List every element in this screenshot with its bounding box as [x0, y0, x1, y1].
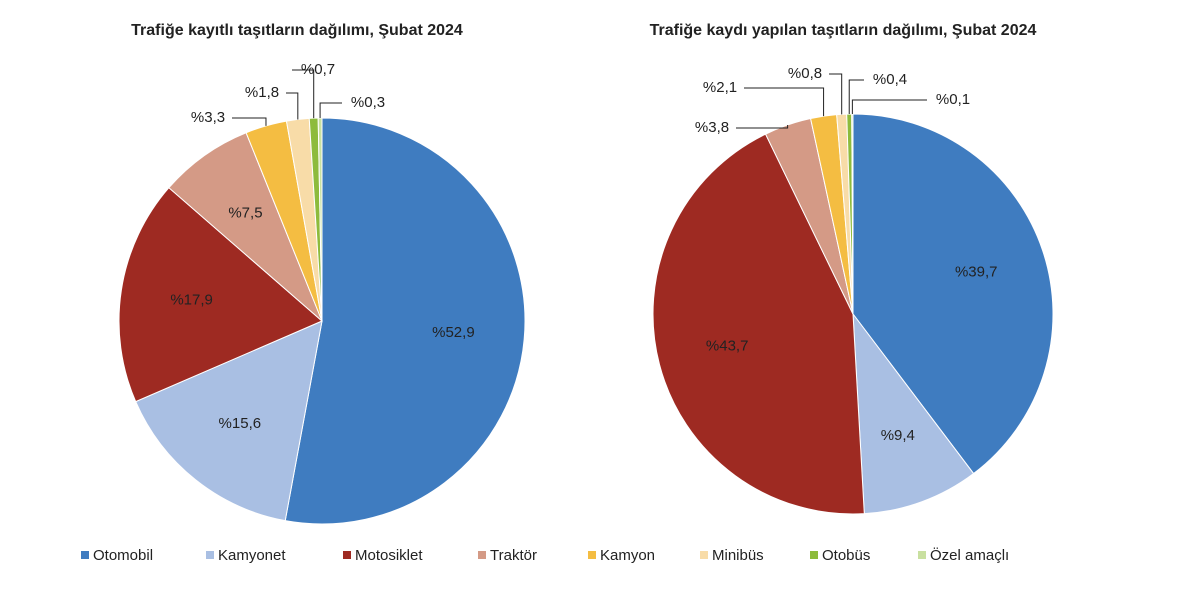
data-label: %9,4	[881, 427, 915, 444]
legend-swatch	[810, 551, 818, 559]
data-label: %52,9	[432, 324, 475, 341]
pie-slice	[118, 187, 323, 403]
pie-slice	[851, 113, 854, 315]
legend-swatch	[478, 551, 486, 559]
legend-label: Traktör	[490, 547, 537, 564]
chart-title: Trafiğe kaydı yapılan taşıtların dağılım…	[650, 22, 1037, 39]
legend-swatch	[918, 551, 926, 559]
legend-swatch	[206, 551, 214, 559]
leader-line	[744, 87, 825, 117]
pie-slice	[284, 117, 526, 525]
data-label: %3,8	[695, 119, 729, 136]
leader-line	[848, 79, 864, 115]
legend-swatch	[343, 551, 351, 559]
leader-line	[292, 69, 315, 119]
legend-label: Otomobil	[93, 547, 153, 564]
leader-line	[736, 124, 789, 129]
data-label: %39,7	[955, 264, 998, 281]
data-label: %3,3	[191, 109, 225, 126]
data-label: %0,1	[936, 91, 970, 108]
pie-slice	[852, 312, 975, 515]
pie-slice	[168, 132, 323, 322]
data-label: %0,8	[788, 65, 822, 82]
data-label: %0,7	[301, 61, 335, 78]
leader-line	[829, 73, 843, 115]
pie-slice	[852, 113, 1054, 475]
data-label: %17,9	[170, 292, 213, 309]
legend-label: Kamyon	[600, 547, 655, 564]
legend-swatch	[700, 551, 708, 559]
data-label: %43,7	[706, 338, 749, 355]
leader-line	[232, 117, 267, 126]
data-label: %0,4	[873, 71, 907, 88]
leader-line	[319, 102, 342, 119]
leader-line	[851, 99, 927, 115]
data-label: %1,8	[245, 84, 279, 101]
legend-label: Minibüs	[712, 547, 764, 564]
legend-swatch	[81, 551, 89, 559]
legend-swatch	[588, 551, 596, 559]
leader-line	[286, 92, 299, 120]
legend-label: Otobüs	[822, 547, 870, 564]
data-label: %7,5	[228, 204, 262, 221]
legend-label: Kamyonet	[218, 547, 286, 564]
legend-label: Özel amaçlı	[930, 546, 1009, 564]
chart-title: Trafiğe kayıtlı taşıtların dağılımı, Şub…	[131, 22, 463, 39]
data-label: %15,6	[219, 415, 262, 432]
data-label: %2,1	[703, 79, 737, 96]
legend-label: Motosiklet	[355, 547, 423, 564]
pie-slice	[135, 320, 323, 522]
data-label: %0,3	[351, 94, 385, 111]
